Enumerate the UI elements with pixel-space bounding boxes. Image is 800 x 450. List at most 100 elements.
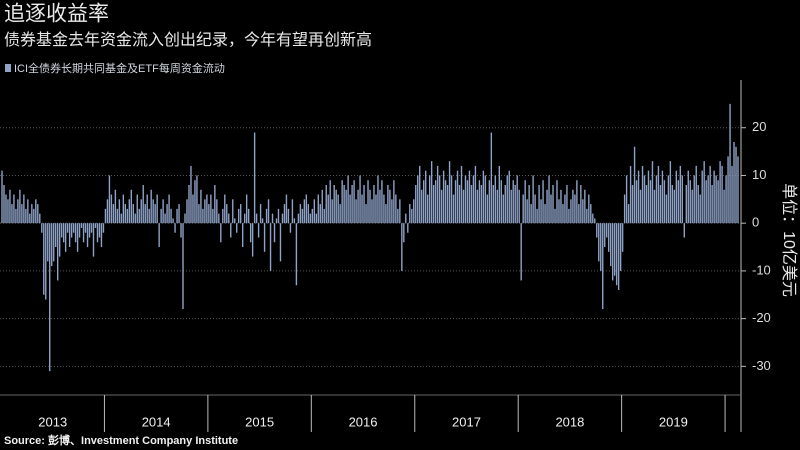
bar xyxy=(482,170,485,224)
bar xyxy=(66,223,69,233)
bar xyxy=(335,189,337,224)
bar xyxy=(136,194,138,224)
bar xyxy=(3,185,5,224)
bar xyxy=(598,223,600,262)
bar xyxy=(568,208,570,224)
bar xyxy=(9,189,11,224)
bar xyxy=(504,185,506,224)
bar xyxy=(468,170,471,224)
bar xyxy=(695,165,697,224)
bar xyxy=(526,199,528,224)
bar xyxy=(701,170,703,224)
bar xyxy=(725,175,727,224)
y-tick-label: -10 xyxy=(752,262,771,277)
bar xyxy=(192,194,194,224)
bar xyxy=(419,165,421,224)
bar xyxy=(560,189,562,224)
bar xyxy=(23,194,25,224)
bar xyxy=(130,189,132,224)
bar xyxy=(33,208,35,224)
bar xyxy=(699,194,701,224)
bar xyxy=(401,223,403,271)
bar xyxy=(337,194,339,224)
bar xyxy=(108,175,111,224)
bar xyxy=(271,213,274,224)
bar xyxy=(540,199,542,224)
bar xyxy=(72,223,75,233)
bar xyxy=(307,204,310,224)
bar xyxy=(689,180,691,224)
bar xyxy=(381,180,383,224)
bar xyxy=(132,204,134,224)
bar xyxy=(588,194,590,224)
bar xyxy=(466,180,469,224)
bar xyxy=(719,161,721,224)
bar xyxy=(363,185,365,224)
bar xyxy=(572,189,574,224)
bar xyxy=(41,223,43,233)
bar xyxy=(500,180,502,224)
bar xyxy=(39,213,41,224)
bar xyxy=(11,204,13,224)
bar xyxy=(673,189,676,224)
bar xyxy=(238,208,240,224)
bar xyxy=(146,194,148,224)
bar xyxy=(27,199,29,224)
bar xyxy=(339,204,341,224)
bar xyxy=(625,175,628,224)
bar xyxy=(82,223,85,243)
bar xyxy=(365,204,367,224)
bar xyxy=(58,223,61,257)
bar xyxy=(309,213,312,224)
bar xyxy=(723,189,725,224)
bar xyxy=(234,218,236,224)
bar xyxy=(287,208,290,224)
bar xyxy=(35,199,37,224)
bar xyxy=(590,204,592,224)
bar xyxy=(635,180,638,224)
bar xyxy=(444,180,447,224)
bar xyxy=(289,223,292,233)
bar xyxy=(122,194,125,224)
bar xyxy=(697,185,699,224)
bar xyxy=(226,204,228,224)
bar xyxy=(92,223,95,257)
bar xyxy=(474,165,477,224)
bar xyxy=(518,189,520,224)
bar xyxy=(377,175,379,224)
bar xyxy=(206,194,208,224)
bar xyxy=(259,204,262,224)
bar xyxy=(188,185,190,224)
bar xyxy=(677,180,680,224)
bar xyxy=(142,185,144,224)
bar xyxy=(434,180,437,224)
bar xyxy=(269,223,272,271)
x-tick-label: 2016 xyxy=(349,414,378,429)
bar xyxy=(619,223,622,271)
bar xyxy=(100,223,103,248)
bar xyxy=(391,199,393,224)
bar xyxy=(128,199,131,224)
bar xyxy=(285,194,288,224)
bar xyxy=(608,223,610,252)
bar xyxy=(70,223,73,238)
bar xyxy=(546,189,548,224)
bar xyxy=(631,185,634,224)
bar xyxy=(106,199,109,224)
bar xyxy=(182,223,184,310)
bar xyxy=(681,175,684,224)
bar xyxy=(47,223,49,262)
bar xyxy=(90,223,93,233)
bar xyxy=(629,165,632,224)
bar xyxy=(164,213,166,224)
bar xyxy=(512,180,514,224)
bar xyxy=(558,199,560,224)
bar xyxy=(236,223,238,233)
bar xyxy=(596,223,598,238)
bar xyxy=(733,142,735,224)
bar xyxy=(279,223,282,262)
bar xyxy=(367,180,369,224)
bar xyxy=(709,165,711,224)
bar xyxy=(643,175,646,224)
bar xyxy=(411,208,413,224)
